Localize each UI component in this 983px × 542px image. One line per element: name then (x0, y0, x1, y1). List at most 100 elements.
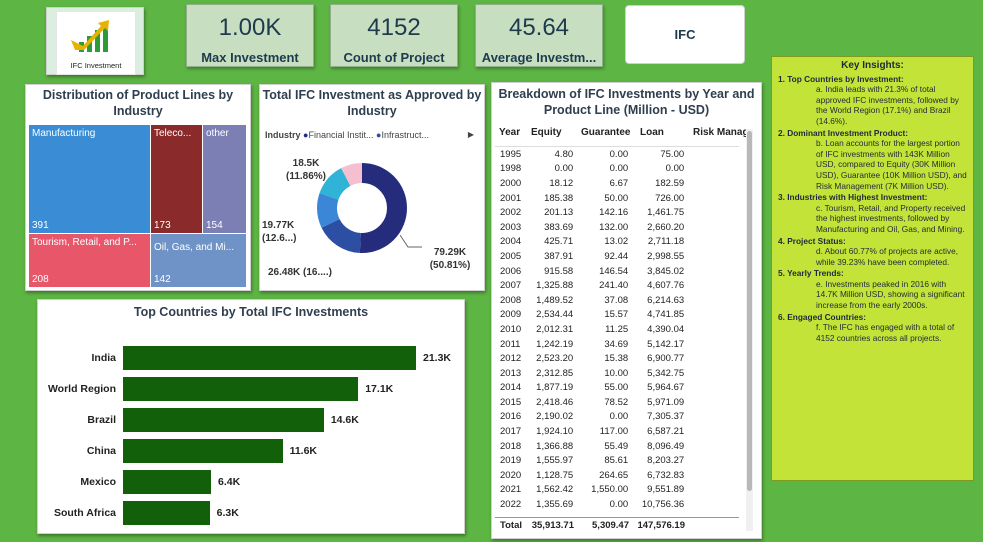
cell-equity: 185.38 (544, 192, 574, 204)
table-row[interactable]: 2002 201.13 142.16 1,461.75 (495, 205, 693, 220)
table-row[interactable]: 2004 425.71 13.02 2,711.18 (495, 235, 693, 250)
table-row[interactable]: 2008 1,489.52 37.08 6,214.63 (495, 293, 693, 308)
ifc-filter-button[interactable]: IFC (625, 5, 745, 64)
table-row[interactable]: 2021 1,562.42 1,550.00 9,551.89 (495, 483, 693, 498)
cell-risk (687, 278, 693, 293)
country-bar[interactable] (123, 408, 324, 432)
country-bar[interactable] (123, 346, 416, 370)
column-header-year[interactable]: Year (499, 127, 521, 138)
cell-equity: 1,366.88 (536, 440, 574, 452)
cell-guarantee: 117.00 (599, 426, 629, 438)
country-bar[interactable] (123, 501, 210, 525)
cell-risk (687, 293, 693, 308)
table-row[interactable]: 2010 2,012.31 11.25 4,390.04 (495, 322, 693, 337)
treemap-cell-tourism[interactable]: Tourism, Retail, and P... 208 (29, 234, 150, 287)
insight-heading: 4. Project Status: (778, 235, 846, 246)
cell-equity: 1,128.75 (536, 469, 574, 481)
cell-equity: 1,562.42 (536, 484, 574, 496)
cell-loan: 182.59 (655, 177, 685, 189)
table-row[interactable]: 2014 1,877.19 55.00 5,964.67 (495, 381, 693, 396)
cell-guarantee: 142.16 (599, 207, 629, 219)
cell-risk (687, 249, 693, 264)
cell-guarantee: 15.38 (604, 353, 629, 365)
donut-chart[interactable] (315, 161, 409, 255)
donut-label-value: 19.77K (262, 220, 295, 231)
column-header-loan[interactable]: Loan (640, 127, 664, 138)
table-row[interactable]: 2003 383.69 132.00 2,660.20 (495, 220, 693, 235)
kpi-label: Count of Project (343, 50, 445, 65)
cell-year: 2019 (500, 455, 522, 467)
table-row[interactable]: 2009 2,534.44 15.57 4,741.85 (495, 308, 693, 323)
cell-year: 2010 (500, 323, 522, 335)
column-header-guarantee[interactable]: Guarantee (581, 127, 631, 138)
cell-guarantee: 264.65 (599, 469, 629, 481)
kpi-label: Max Investment (201, 50, 299, 65)
cell-equity: 0.00 (554, 163, 574, 175)
table-row[interactable]: 2005 387.91 92.44 2,998.55 (495, 249, 693, 264)
cell-equity: 2,523.20 (536, 353, 574, 365)
country-label: Mexico (80, 476, 116, 488)
table-row[interactable]: 2016 2,190.02 0.00 7,305.37 (495, 410, 693, 425)
cell-loan: 2,711.18 (647, 236, 685, 248)
cell-loan: 0.00 (665, 163, 685, 175)
table-row[interactable]: 2007 1,325.88 241.40 4,607.76 (495, 278, 693, 293)
treemap-cell-oil-gas[interactable]: Oil, Gas, and Mi... 142 (151, 234, 246, 287)
insight-text: d. About 60.77% of projects are active, … (816, 246, 959, 267)
cell-loan: 10,756.36 (641, 499, 685, 511)
cell-loan: 5,964.67 (647, 382, 685, 394)
treemap-cell-value: 208 (32, 274, 49, 285)
legend-item[interactable]: Infrastruct... (381, 130, 429, 140)
legend-item[interactable]: Financial Instit... (308, 130, 374, 140)
table-row[interactable]: 2022 1,355.69 0.00 10,756.36 (495, 497, 693, 512)
cell-year: 2017 (500, 426, 522, 438)
scrollbar-thumb[interactable] (747, 131, 752, 491)
table-row[interactable]: 2000 18.12 6.67 182.59 (495, 176, 693, 191)
country-bar[interactable] (123, 470, 212, 494)
treemap-cell-label: Teleco... (154, 128, 192, 139)
country-value-label: 14.6K (330, 414, 359, 426)
table-row[interactable]: 2012 2,523.20 15.38 6,900.77 (495, 351, 693, 366)
kpi-label: Average Investm... (481, 50, 597, 65)
cell-guarantee: 92.44 (604, 250, 629, 262)
treemap-cell-other[interactable]: other 154 (203, 125, 246, 233)
treemap-cell-manufacturing[interactable]: Manufacturing 391 (29, 125, 150, 233)
column-header-equity[interactable]: Equity (531, 127, 562, 138)
cell-loan: 4,607.76 (647, 280, 685, 292)
donut-segment-fifth[interactable] (317, 163, 407, 253)
country-label: World Region (47, 383, 116, 395)
kpi-count-of-project: 4152 Count of Project (330, 4, 458, 67)
cell-loan: 6,900.77 (647, 353, 685, 365)
treemap-cell-value: 173 (154, 220, 171, 231)
cell-loan: 6,732.83 (647, 469, 685, 481)
table-row[interactable]: 2015 2,418.46 78.52 5,971.09 (495, 395, 693, 410)
breakdown-total-row: Total 35,913.71 5,309.47 147,576.19 (495, 517, 739, 533)
table-row[interactable]: 2011 1,242.19 34.69 5,142.17 (495, 337, 693, 352)
cell-year: 2022 (500, 499, 522, 511)
legend-dot-icon: ● (303, 130, 309, 140)
table-row[interactable]: 2018 1,366.88 55.49 8,096.49 (495, 439, 693, 454)
logo-text: IFC Investment (70, 61, 122, 70)
country-bar[interactable] (123, 377, 359, 401)
insight-heading: 1. Top Countries by Investment: (778, 73, 904, 84)
donut-segment-third[interactable] (317, 163, 407, 253)
donut-label-percent: (11.86%) (285, 171, 327, 182)
table-row[interactable]: 2017 1,924.10 117.00 6,587.21 (495, 424, 693, 439)
table-row[interactable]: 2001 185.38 50.00 726.00 (495, 191, 693, 206)
table-row[interactable]: 1995 4.80 0.00 75.00 (495, 147, 693, 162)
breakdown-scrollbar[interactable] (746, 129, 753, 531)
country-label: Brazil (87, 414, 116, 426)
insight-text: e. Investments peaked in 2016 with 14.7K… (816, 278, 965, 311)
column-header-risk[interactable]: Risk Manag (693, 127, 749, 138)
treemap-cell-telecom[interactable]: Teleco... 173 (151, 125, 202, 233)
cell-equity: 1,242.19 (536, 338, 574, 350)
cell-guarantee: 15.57 (604, 309, 629, 321)
cell-equity: 383.69 (544, 221, 574, 233)
legend-scroll-right-icon[interactable]: ▶ (467, 130, 474, 139)
table-row[interactable]: 2019 1,555.97 85.61 8,203.27 (495, 453, 693, 468)
table-row[interactable]: 2006 915.58 146.54 3,845.02 (495, 264, 693, 279)
table-row[interactable]: 2020 1,128.75 264.65 6,732.83 (495, 468, 693, 483)
country-bar[interactable] (123, 439, 283, 463)
table-row[interactable]: 1998 0.00 0.00 0.00 (495, 162, 693, 177)
cell-loan: 7,305.37 (647, 411, 685, 423)
table-row[interactable]: 2013 2,312.85 10.00 5,342.75 (495, 366, 693, 381)
